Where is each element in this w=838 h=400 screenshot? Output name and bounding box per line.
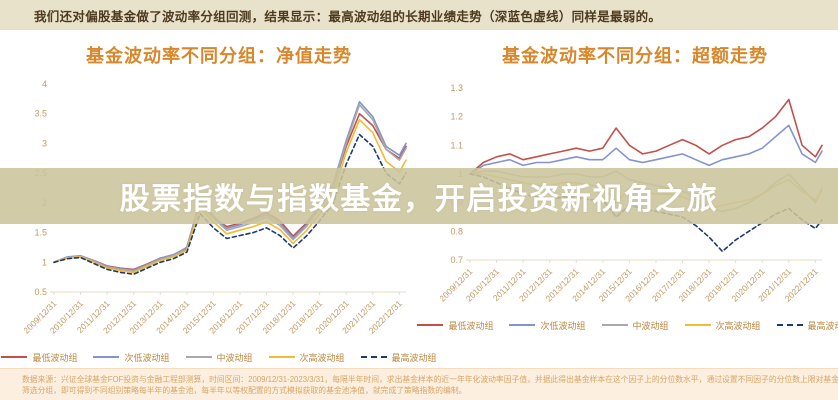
- legend-item-2: 中波动组: [185, 351, 253, 364]
- series-line-1: [469, 124, 823, 175]
- headline-banner: 股票指数与指数基金，开启投资新视角之旅: [0, 168, 838, 224]
- legend-item-0: 最低波动组: [417, 319, 493, 332]
- legend-marker: [601, 324, 628, 326]
- net-value-legend: 最低波动组 次低波动组 中波动组 次高波动组 最高波动组: [1, 350, 437, 364]
- footnote-line-1: 数据来源：兴证全球基金FOF投资与金融工程部测算，时间区间：2009/12/31…: [22, 375, 838, 384]
- legend-marker: [684, 324, 711, 326]
- legend-label: 最低波动组: [32, 352, 78, 363]
- excess-legend: 最低波动组 次低波动组 中波动组 次高波动组 最高波动组: [417, 318, 838, 332]
- series-line-4: [53, 133, 407, 275]
- legend-label: 次低波动组: [124, 352, 170, 363]
- legend-marker: [417, 324, 444, 326]
- legend-marker: [509, 324, 536, 326]
- y-tick-label: 0.8: [450, 226, 463, 236]
- legend-item-2: 中波动组: [601, 319, 669, 332]
- legend-label: 最低波动组: [448, 320, 494, 331]
- legend-marker: [93, 356, 120, 358]
- legend-marker: [185, 356, 212, 358]
- legend-marker: [268, 356, 295, 358]
- y-tick-label: 1.3: [450, 83, 463, 93]
- legend-item-4: 最高波动组: [776, 319, 838, 332]
- y-tick-label: 3: [42, 138, 47, 148]
- legend-item-3: 次高波动组: [268, 351, 345, 364]
- footnote-strip: 数据来源：兴证全球基金FOF投资与金融工程部测算，时间区间：2009/12/31…: [0, 368, 838, 400]
- headline-text: 股票指数与指数基金，开启投资新视角之旅: [119, 183, 719, 216]
- legend-marker: [360, 356, 387, 358]
- y-tick-label: 1.1: [450, 140, 463, 150]
- legend-item-4: 最高波动组: [360, 351, 437, 364]
- legend-label: 中波动组: [632, 320, 669, 331]
- legend-marker: [776, 324, 803, 326]
- legend-label: 次高波动组: [715, 320, 761, 331]
- legend-label: 最高波动组: [391, 352, 437, 363]
- chart-title-excess: 基金波动率不同分组：超额走势: [502, 46, 768, 66]
- footnote-line-2: 筛选分组，即可得到不同组别策略每半年的基金池，每半年以等权配置的方式模拟获取的基…: [22, 386, 467, 395]
- y-tick-label: 1.2: [450, 112, 463, 122]
- top-note-strip: 我们还对偏股基金做了波动率分组回测，结果显示：最高波动组的长期业绩走势（深蓝色虚…: [0, 0, 838, 30]
- series-line-3: [53, 118, 407, 274]
- legend-label: 次高波动组: [299, 352, 345, 363]
- legend-item-1: 次低波动组: [93, 351, 170, 364]
- y-tick-label: 1: [42, 257, 47, 267]
- y-tick-label: 3.5: [34, 109, 47, 119]
- legend-item-0: 最低波动组: [1, 351, 77, 364]
- top-note-text: 我们还对偏股基金做了波动率分组回测，结果显示：最高波动组的长期业绩走势（深蓝色虚…: [34, 9, 662, 24]
- series-line-2: [53, 103, 407, 272]
- y-tick-label: 0.7: [450, 255, 463, 265]
- legend-label: 最高波动组: [807, 320, 838, 331]
- y-tick-label: 0.5: [34, 287, 47, 297]
- legend-item-1: 次低波动组: [509, 319, 586, 332]
- y-tick-label: 1.5: [34, 228, 47, 238]
- chart-plot: 43.532.521.510.52009/12/312010/12/312011…: [24, 79, 407, 335]
- legend-label: 次低波动组: [540, 320, 586, 331]
- series-line-0: [469, 98, 823, 175]
- legend-item-3: 次高波动组: [684, 319, 761, 332]
- y-tick-label: 4: [42, 79, 47, 89]
- legend-marker: [1, 356, 28, 358]
- legend-label: 中波动组: [216, 352, 253, 363]
- chart-title-net-value: 基金波动率不同分组：净值走势: [86, 46, 352, 66]
- net-value-plot-area: 43.532.521.510.52009/12/312010/12/312011…: [24, 72, 414, 348]
